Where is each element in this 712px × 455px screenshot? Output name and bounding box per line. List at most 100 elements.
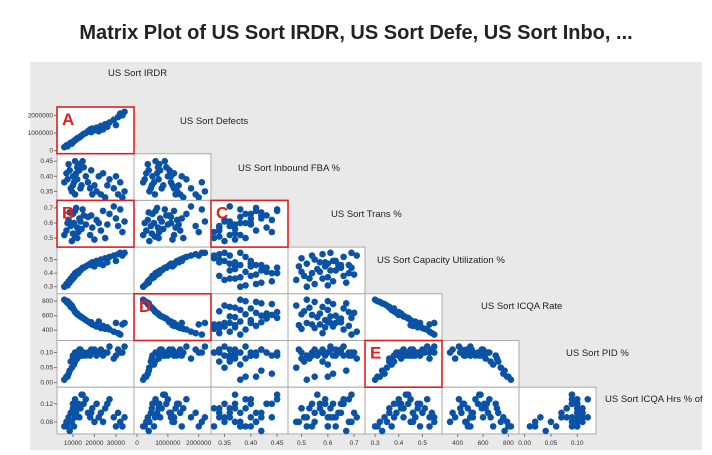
data-point (215, 324, 223, 332)
data-point (268, 400, 276, 408)
data-point (161, 314, 169, 322)
data-point (231, 400, 239, 408)
data-point (112, 423, 120, 430)
data-point (298, 349, 305, 356)
data-point (215, 233, 223, 240)
data-point (87, 166, 95, 174)
data-point (573, 404, 581, 412)
data-point (332, 319, 340, 327)
data-point (459, 349, 467, 356)
data-point (91, 182, 98, 189)
data-point (71, 414, 79, 421)
data-point (455, 343, 463, 350)
data-point (87, 346, 95, 353)
data-point (119, 349, 126, 356)
data-point (268, 370, 276, 377)
data-point (151, 233, 159, 240)
data-point (221, 302, 228, 309)
data-point (321, 395, 329, 403)
data-point (242, 210, 249, 218)
data-point (329, 300, 337, 308)
data-point (87, 409, 95, 417)
y-tick-label: 0.3 (44, 284, 53, 291)
data-point (342, 427, 350, 435)
data-point (252, 298, 260, 306)
data-point (579, 418, 586, 426)
data-point (226, 260, 234, 267)
data-point (306, 304, 313, 312)
data-point (215, 329, 223, 337)
data-point (409, 318, 417, 326)
data-point (215, 272, 223, 280)
data-point (195, 194, 203, 201)
data-point (221, 257, 228, 265)
data-point (141, 423, 149, 430)
data-point (104, 349, 111, 356)
data-point (446, 349, 454, 356)
data-point (308, 349, 316, 356)
data-point (79, 391, 86, 399)
data-point (258, 318, 265, 326)
data-point (353, 252, 361, 259)
data-point (345, 308, 353, 316)
x-tick-label: 0.5 (418, 440, 427, 447)
data-point (79, 314, 86, 322)
data-point (170, 207, 178, 215)
data-point (348, 264, 355, 272)
data-point (386, 404, 393, 412)
data-point (247, 395, 255, 403)
data-point (421, 349, 429, 356)
data-point (252, 418, 260, 426)
data-point (505, 373, 512, 380)
data-point (215, 250, 223, 258)
data-point (475, 352, 483, 359)
data-point (79, 131, 86, 139)
data-point (455, 395, 463, 403)
data-point (464, 423, 472, 430)
data-point (148, 404, 156, 412)
data-point (221, 276, 228, 284)
data-point (386, 409, 393, 417)
data-point (151, 272, 159, 280)
data-point (231, 391, 239, 399)
data-point (231, 230, 239, 237)
data-point (327, 414, 334, 421)
data-point (201, 414, 209, 421)
data-point (573, 423, 581, 430)
data-point (192, 409, 199, 417)
data-point (146, 418, 153, 426)
data-point (295, 263, 303, 270)
variable-label: US Sort ICQA Hrs % of (605, 394, 703, 405)
data-point (161, 206, 169, 213)
data-point (226, 252, 234, 259)
data-point (201, 249, 209, 257)
data-point (388, 423, 395, 430)
data-point (64, 282, 71, 289)
highlight-label: A (62, 110, 74, 129)
data-point (64, 423, 71, 430)
data-point (231, 221, 239, 228)
data-point (292, 302, 300, 309)
data-point (112, 215, 120, 222)
data-point (226, 303, 234, 311)
y-tick-label: 2000000 (28, 112, 54, 119)
data-point (300, 358, 308, 365)
data-point (112, 257, 120, 265)
data-point (337, 261, 345, 269)
data-point (195, 321, 203, 328)
data-point (112, 121, 120, 129)
data-point (252, 227, 260, 234)
x-tick-label: 30000 (107, 440, 125, 447)
data-point (345, 322, 353, 330)
data-point (198, 206, 206, 213)
data-point (101, 234, 109, 242)
data-point (348, 249, 355, 257)
data-point (390, 400, 398, 408)
data-point (121, 249, 128, 257)
data-point (226, 404, 234, 412)
data-point (247, 319, 255, 327)
data-point (247, 219, 255, 227)
data-point (148, 182, 156, 189)
data-point (426, 423, 433, 430)
data-point (242, 282, 249, 289)
